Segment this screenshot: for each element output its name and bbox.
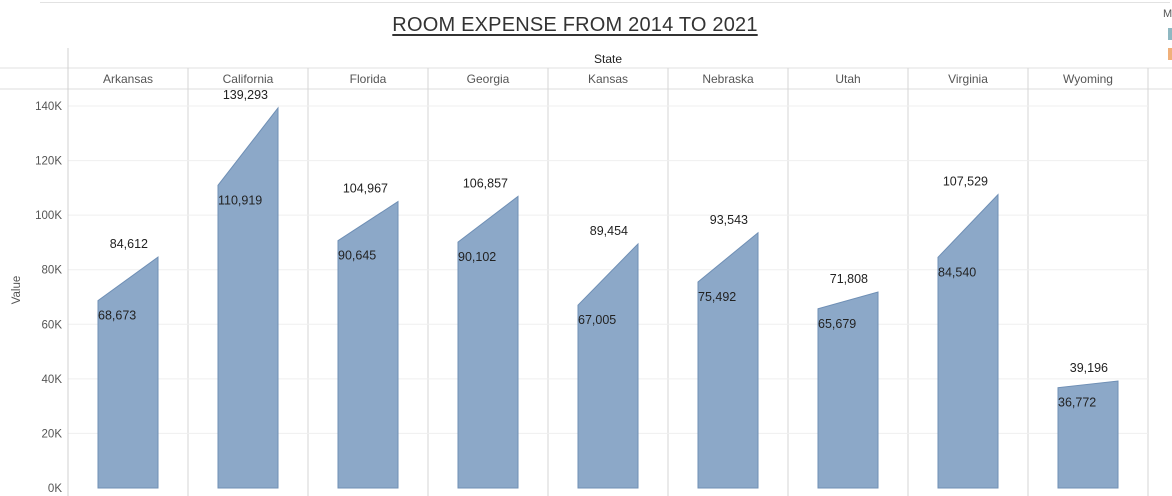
- state-header-nebraska: Nebraska: [702, 72, 754, 86]
- area-mark-florida[interactable]: [337, 200, 399, 489]
- state-header-california: California: [223, 72, 274, 86]
- y-tick-label: 80K: [42, 265, 63, 277]
- state-header-wyoming: Wyoming: [1063, 72, 1113, 86]
- area-mark-nebraska[interactable]: [697, 231, 759, 489]
- chart-title: ROOM EXPENSE FROM 2014 TO 2021: [392, 14, 758, 36]
- y-tick-label: 100K: [35, 210, 62, 222]
- legend-title-fragment: M: [1163, 8, 1172, 20]
- y-tick-label: 20K: [42, 428, 63, 440]
- area-mark-california[interactable]: [217, 106, 279, 489]
- start-value-label-kansas: 67,005: [578, 313, 616, 327]
- start-value-label-florida: 90,645: [338, 249, 376, 263]
- start-value-label-california: 110,919: [218, 193, 262, 207]
- top-border: [40, 2, 1170, 3]
- area-mark-georgia[interactable]: [457, 195, 519, 489]
- end-value-label-nebraska: 93,543: [710, 213, 748, 227]
- end-value-label-arkansas: 84,612: [110, 237, 148, 251]
- legend-swatch-1[interactable]: [1168, 28, 1172, 40]
- area-mark-kansas[interactable]: [577, 242, 639, 489]
- state-header-florida: Florida: [350, 72, 387, 86]
- area-mark-utah[interactable]: [817, 291, 879, 489]
- state-header-kansas: Kansas: [588, 72, 628, 86]
- end-value-label-utah: 71,808: [830, 272, 868, 286]
- end-value-label-georgia: 106,857: [463, 176, 508, 190]
- start-value-label-utah: 65,679: [818, 317, 856, 331]
- end-value-label-virginia: 107,529: [943, 175, 988, 189]
- y-axis-title: Value: [11, 276, 23, 305]
- area-mark-arkansas[interactable]: [97, 256, 159, 489]
- start-value-label-arkansas: 68,673: [98, 309, 136, 323]
- start-value-label-wyoming: 36,772: [1058, 396, 1096, 410]
- y-tick-label: 140K: [35, 101, 62, 113]
- state-header-virginia: Virginia: [948, 72, 988, 86]
- legend-swatch-2[interactable]: [1168, 48, 1172, 60]
- state-header-georgia: Georgia: [467, 72, 510, 86]
- state-header-utah: Utah: [835, 72, 860, 86]
- area-mark-virginia[interactable]: [937, 193, 999, 489]
- start-value-label-nebraska: 75,492: [698, 290, 736, 304]
- start-value-label-virginia: 84,540: [938, 265, 976, 279]
- end-value-label-wyoming: 39,196: [1070, 361, 1108, 375]
- state-header-arkansas: Arkansas: [103, 72, 153, 86]
- start-value-label-georgia: 90,102: [458, 250, 496, 264]
- end-value-label-kansas: 89,454: [590, 224, 628, 238]
- y-tick-label: 60K: [42, 319, 63, 331]
- area-mark-wyoming[interactable]: [1057, 380, 1119, 489]
- end-value-label-california: 139,293: [223, 88, 268, 102]
- y-tick-label: 40K: [42, 374, 63, 386]
- column-header-state: State: [594, 52, 622, 66]
- y-tick-label: 0K: [48, 483, 62, 495]
- y-tick-label: 120K: [35, 156, 62, 168]
- end-value-label-florida: 104,967: [343, 182, 388, 196]
